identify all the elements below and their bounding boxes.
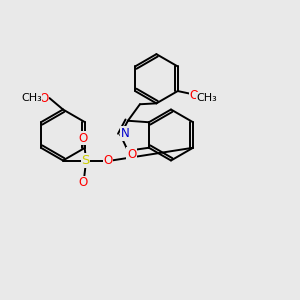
Text: N: N	[121, 127, 129, 140]
Text: O: O	[127, 148, 136, 161]
Text: S: S	[81, 154, 90, 167]
Text: O: O	[79, 131, 88, 145]
Text: CH₃: CH₃	[21, 93, 42, 103]
Text: O: O	[190, 89, 199, 102]
Text: O: O	[40, 92, 49, 105]
Text: CH₃: CH₃	[196, 93, 217, 103]
Text: O: O	[103, 154, 112, 167]
Text: O: O	[79, 176, 88, 190]
